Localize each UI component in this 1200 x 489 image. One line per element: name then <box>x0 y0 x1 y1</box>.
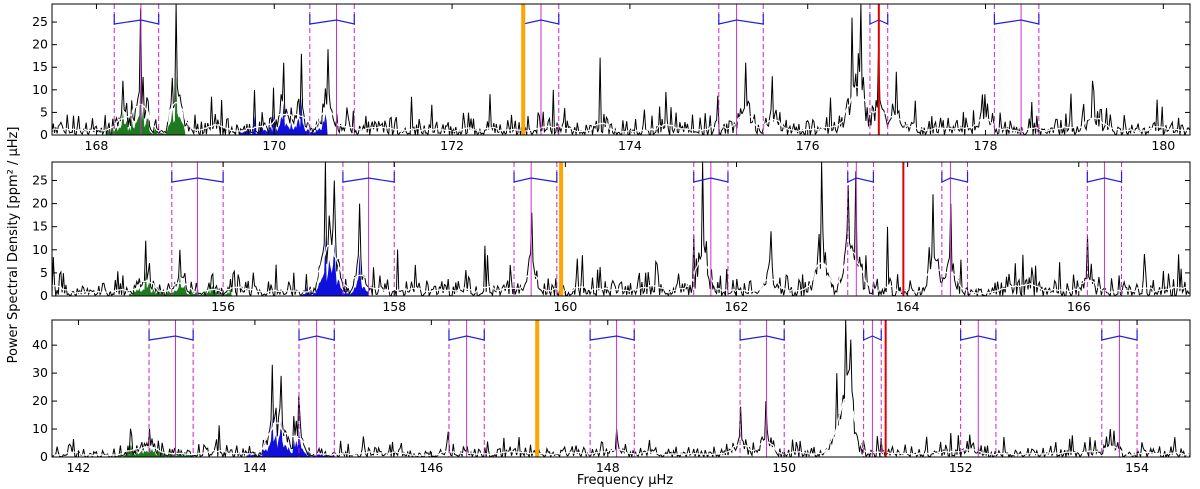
x-tick-label: 164 <box>896 299 920 314</box>
mode-bracket <box>693 172 729 183</box>
x-axis-label: Frequency μHz <box>577 473 673 488</box>
y-tick-label: 20 <box>32 196 48 211</box>
y-tick-label: 15 <box>32 59 48 74</box>
y-tick-label: 30 <box>32 365 48 380</box>
mode-bracket <box>847 172 875 183</box>
y-tick-label: 40 <box>32 337 48 352</box>
y-tick-label: 15 <box>32 219 48 234</box>
blue-mode-fill <box>238 98 328 135</box>
x-tick-label: 174 <box>618 138 642 153</box>
y-tick-label: 5 <box>40 265 48 280</box>
spectrum-panel-1: 168 170 172 174 176 178 180 0 5 10 15 20 25 <box>32 3 1191 153</box>
x-tick-label: 178 <box>974 138 998 153</box>
mode-bracket <box>739 330 785 341</box>
psd-trace <box>52 4 1190 135</box>
smoothed-psd-line <box>52 86 1190 133</box>
y-tick-label: 0 <box>40 127 48 142</box>
psd-trace <box>52 320 1190 457</box>
x-tick-label: 152 <box>949 460 973 475</box>
x-tick-label: 158 <box>382 299 406 314</box>
mode-bracket <box>862 330 882 341</box>
mode-bracket <box>298 330 335 341</box>
x-tick-label: 176 <box>796 138 820 153</box>
mode-bracket <box>718 14 764 25</box>
y-tick-label: 10 <box>32 82 48 97</box>
smoothed-psd-line <box>52 244 1190 294</box>
mode-bracket <box>960 330 997 341</box>
x-tick-label: 170 <box>262 138 286 153</box>
y-tick-label: 10 <box>32 242 48 257</box>
y-tick-label: 0 <box>40 449 48 464</box>
blue-mode-fill <box>300 235 369 296</box>
green-mode-fill <box>113 444 194 457</box>
panel-plot-area <box>52 162 1190 296</box>
y-tick-label: 20 <box>32 37 48 52</box>
mode-bracket <box>941 172 969 183</box>
mode-bracket <box>171 172 224 183</box>
y-tick-label: 10 <box>32 421 48 436</box>
spectrum-panel-3: 142 144 146 148 150 152 154 0 10 20 30 40 <box>32 319 1191 475</box>
x-tick-label: 142 <box>67 460 91 475</box>
mode-bracket <box>1086 172 1123 183</box>
x-tick-label: 180 <box>1151 138 1175 153</box>
panel-plot-area <box>52 4 1190 135</box>
x-tick-label: 144 <box>243 460 267 475</box>
y-tick-label: 20 <box>32 393 48 408</box>
y-axis-label: Power Spectral Density [ppm² / μHz] <box>6 127 21 364</box>
green-mode-fill <box>105 76 186 135</box>
spectrum-panel-2: 156 158 160 162 164 166 0 5 10 15 20 25 <box>32 161 1191 314</box>
mode-bracket <box>993 14 1040 25</box>
x-tick-label: 150 <box>772 460 796 475</box>
x-tick-label: 172 <box>440 138 464 153</box>
y-tick-label: 5 <box>40 104 48 119</box>
x-tick-label: 146 <box>419 460 443 475</box>
mode-bracket <box>1101 330 1138 341</box>
x-tick-label: 148 <box>596 460 620 475</box>
x-tick-label: 160 <box>553 299 577 314</box>
x-tick-label: 162 <box>725 299 749 314</box>
y-tick-label: 0 <box>40 288 48 303</box>
panel-frame <box>51 3 1191 136</box>
mode-bracket <box>513 172 558 183</box>
y-tick-label: 25 <box>32 14 48 29</box>
smoothed-psd-line <box>52 398 1190 457</box>
x-tick-label: 168 <box>85 138 109 153</box>
x-tick-label: 166 <box>1067 299 1091 314</box>
y-tick-label: 25 <box>32 172 48 187</box>
mode-bracket <box>113 14 160 25</box>
mode-bracket <box>589 330 635 341</box>
mode-bracket <box>309 14 355 25</box>
panel-frame <box>51 161 1191 297</box>
mode-bracket <box>148 330 194 341</box>
x-tick-label: 154 <box>1125 460 1149 475</box>
panel-plot-area <box>52 320 1190 457</box>
mode-bracket <box>448 330 485 341</box>
x-tick-label: 156 <box>211 299 235 314</box>
mode-bracket <box>342 172 395 183</box>
panel-frame <box>51 319 1191 458</box>
